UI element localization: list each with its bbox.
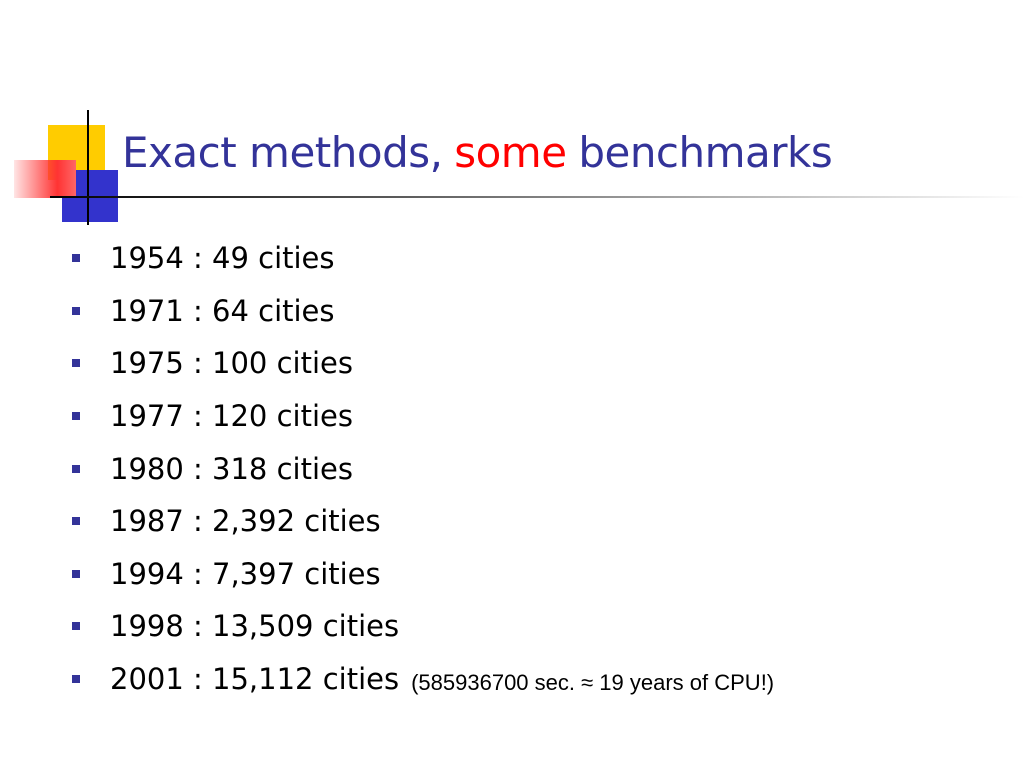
bullet-item: 1994 : 7,397 cities xyxy=(72,548,774,601)
bullet-text: 1998 : 13,509 cities xyxy=(110,609,400,644)
bullet-marker xyxy=(72,359,80,368)
bullet-marker xyxy=(72,517,80,526)
bullet-marker xyxy=(72,254,80,263)
bullet-text: 1987 : 2,392 cities xyxy=(110,504,381,539)
bullet-list: 1954 : 49 cities 1971 : 64 cities 1975 : 1… xyxy=(72,232,774,705)
bullet-item: 1975 : 100 cities xyxy=(72,337,774,390)
bullet-text: 1980 : 318 cities xyxy=(110,451,353,486)
vertical-rule xyxy=(87,110,89,225)
bullet-marker xyxy=(72,306,80,315)
bullet-marker xyxy=(72,675,80,684)
title-part: Exact methods, xyxy=(122,128,443,177)
bullet-note: (585936700 sec. ≈ 19 years of CPU!) xyxy=(411,670,775,696)
bullet-marker xyxy=(72,464,80,473)
bullet-text: 1977 : 120 cities xyxy=(110,399,353,434)
bullet-item: 1977 : 120 cities xyxy=(72,390,774,443)
bullet-marker xyxy=(72,412,80,421)
bullet-text: 1971 : 64 cities xyxy=(110,293,335,328)
bullet-item: 2001 : 15,112 cities (585936700 sec. ≈ 19… xyxy=(72,653,774,706)
bullet-item: 1954 : 49 cities xyxy=(72,232,774,285)
bullet-item: 1987 : 2,392 cities xyxy=(72,495,774,548)
bullet-item: 1998 : 13,509 cities xyxy=(72,600,774,653)
bullet-text: 1954 : 49 cities xyxy=(110,241,335,276)
bullet-text: 1975 : 100 cities xyxy=(110,346,353,381)
bullet-marker xyxy=(72,569,80,578)
bullet-text: 2001 : 15,112 cities xyxy=(110,662,400,697)
red-bar xyxy=(14,160,76,198)
slide-title: Exact methods, some benchmarks xyxy=(122,128,833,177)
bullet-text: 1994 : 7,397 cities xyxy=(110,556,381,591)
title-part: some xyxy=(454,128,567,177)
bullet-item: 1980 : 318 cities xyxy=(72,442,774,495)
bullet-item: 1971 : 64 cities xyxy=(72,285,774,338)
horizontal-rule xyxy=(50,196,1024,198)
bullet-marker xyxy=(72,622,80,631)
title-part: benchmarks xyxy=(578,128,833,177)
